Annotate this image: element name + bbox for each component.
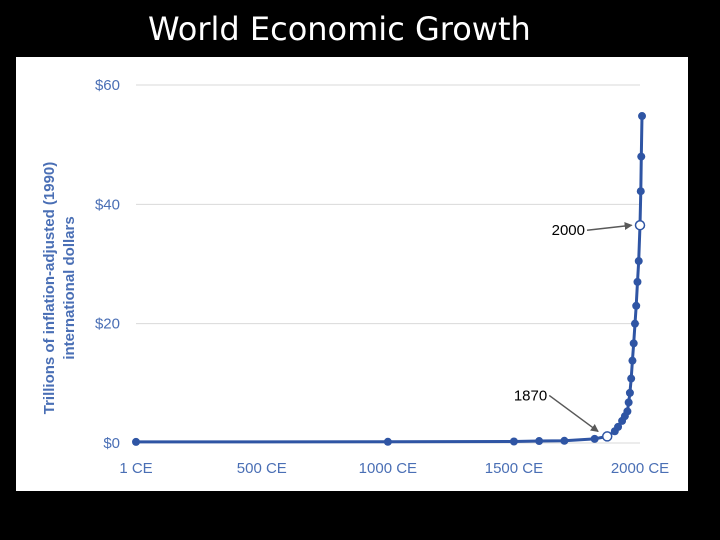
- y-axis-title-line: international dollars: [61, 216, 78, 359]
- y-tick-label: $20: [95, 316, 120, 333]
- data-point: [535, 437, 544, 446]
- slide-title: World Economic Growth: [148, 10, 531, 48]
- data-point: [637, 152, 646, 161]
- y-axis-title-group: Trillions of inflation-adjusted (1990) in…: [41, 162, 78, 415]
- data-point: [383, 437, 392, 446]
- y-tick-label: $0: [103, 435, 120, 452]
- x-tick-label: 1500 CE: [485, 460, 543, 477]
- chart-panel: $0 $20 $40 $60 1 CE 500 CE 1000 CE 1500 CE 2000…: [16, 57, 688, 491]
- data-point: [636, 187, 645, 196]
- data-point: [590, 434, 599, 443]
- annotation-arrow: [586, 222, 633, 231]
- data-point: [509, 437, 518, 446]
- annotations: 2000 1870: [514, 222, 633, 433]
- series-points: [132, 112, 647, 446]
- series-line: [135, 115, 644, 444]
- gridlines: [136, 84, 640, 444]
- x-axis-ticks: 1 CE 500 CE 1000 CE 1500 CE 2000 CE: [119, 460, 669, 477]
- x-tick-label: 1 CE: [119, 460, 152, 477]
- data-point: [629, 339, 638, 348]
- data-point: [601, 431, 613, 442]
- y-tick-label: $40: [95, 196, 120, 213]
- data-point: [627, 374, 636, 383]
- data-point: [623, 407, 632, 416]
- y-axis-ticks: $0 $20 $40 $60: [95, 77, 120, 452]
- x-tick-label: 500 CE: [237, 460, 287, 477]
- x-tick-label: 1000 CE: [359, 460, 417, 477]
- annotation-label: 1870: [514, 387, 547, 404]
- data-point: [634, 219, 646, 231]
- y-tick-label: $60: [95, 77, 120, 94]
- data-point: [560, 436, 569, 445]
- data-point: [132, 437, 140, 446]
- data-point: [633, 277, 642, 286]
- data-point: [614, 422, 623, 431]
- line-chart: $0 $20 $40 $60 1 CE 500 CE 1000 CE 1500 CE 2000…: [41, 77, 669, 477]
- x-tick-label: 2000 CE: [611, 460, 669, 477]
- y-axis-title-line: Trillions of inflation-adjusted (1990): [41, 162, 58, 415]
- series-line-path: [135, 115, 644, 444]
- data-point: [638, 112, 647, 121]
- data-point: [630, 319, 639, 328]
- data-point: [624, 398, 633, 407]
- annotation-label: 2000: [552, 222, 585, 239]
- data-point: [634, 257, 643, 266]
- annotation-arrow: [548, 394, 599, 433]
- y-axis-title: Trillions of inflation-adjusted (1990) in…: [41, 162, 78, 415]
- data-point: [625, 388, 634, 397]
- data-point: [628, 356, 637, 365]
- data-point: [632, 301, 641, 310]
